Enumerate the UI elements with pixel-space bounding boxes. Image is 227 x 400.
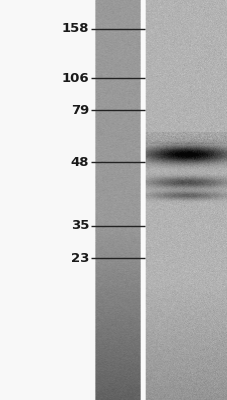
Text: 23: 23 [71, 252, 89, 264]
Text: 158: 158 [62, 22, 89, 35]
Text: 106: 106 [62, 72, 89, 84]
Text: 79: 79 [71, 104, 89, 116]
Text: 35: 35 [71, 220, 89, 232]
Text: 48: 48 [71, 156, 89, 168]
